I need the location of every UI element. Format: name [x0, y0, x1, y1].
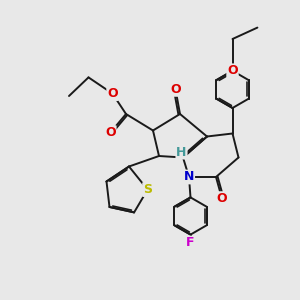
Text: O: O: [105, 126, 116, 139]
Text: O: O: [107, 87, 118, 100]
Text: H: H: [176, 146, 187, 159]
Text: F: F: [186, 236, 195, 250]
Text: O: O: [217, 192, 227, 205]
Text: O: O: [170, 83, 181, 96]
Text: S: S: [143, 183, 152, 196]
Text: O: O: [227, 64, 238, 77]
Text: N: N: [184, 170, 194, 184]
